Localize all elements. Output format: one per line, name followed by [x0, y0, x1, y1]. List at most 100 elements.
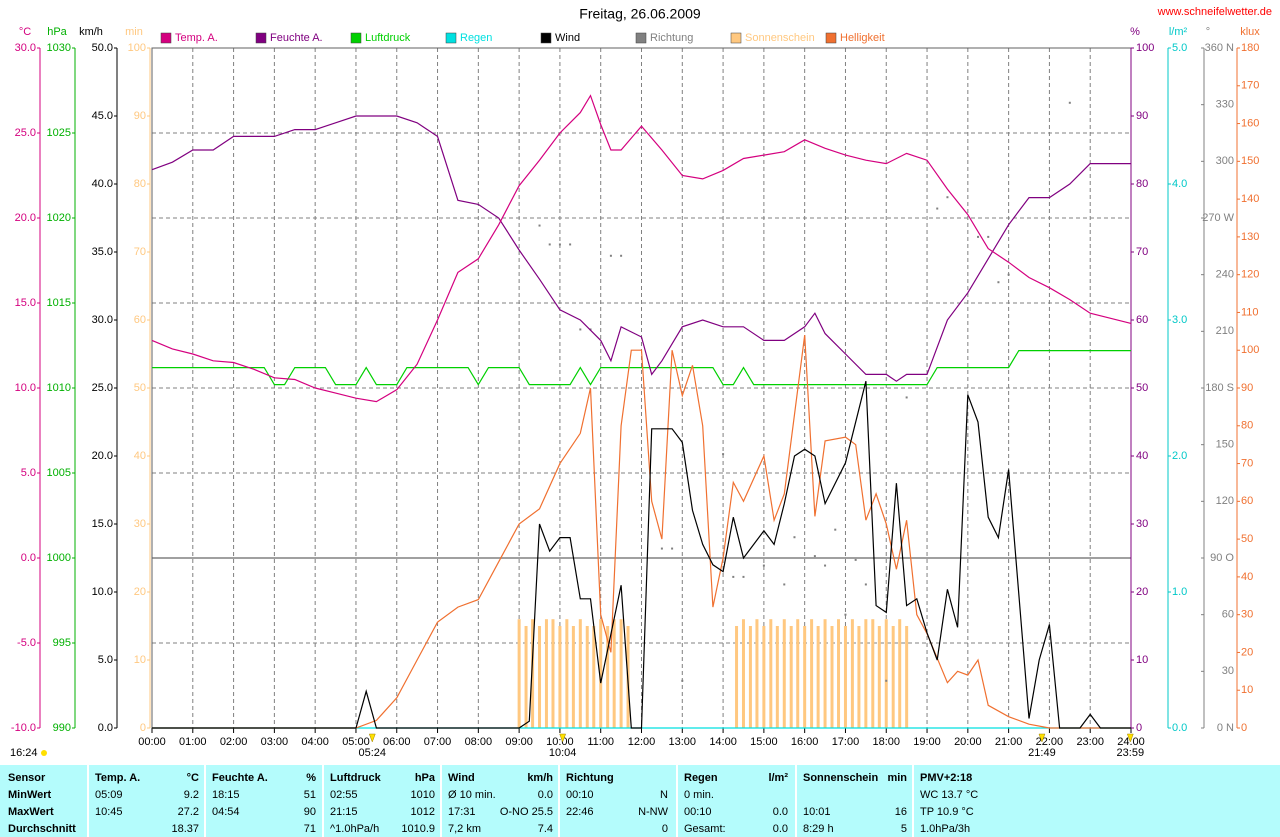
bar — [517, 619, 521, 728]
y-tick-label: 1020 — [47, 212, 71, 224]
table-cell: 7,2 km — [448, 823, 481, 835]
data-dot — [558, 243, 561, 246]
x-tick-label: 19:00 — [913, 736, 941, 748]
table-cell: 0.0 — [773, 823, 788, 835]
data-dot — [742, 575, 745, 578]
table-cell: 71 — [304, 823, 316, 835]
data-dot — [620, 254, 623, 257]
bar — [565, 619, 569, 728]
y-tick-label: 160 — [1241, 117, 1259, 129]
y-tick-label: 0 N — [1217, 722, 1234, 734]
axis-unit: klux — [1240, 26, 1260, 38]
y-tick-label: 0.0 — [98, 722, 113, 734]
y-tick-label: 10 — [1136, 654, 1148, 666]
axis-unit: ° — [1206, 26, 1210, 38]
table-cell: Durchschnitt — [8, 823, 76, 835]
bar — [571, 626, 575, 728]
table-background — [0, 765, 1280, 837]
data-dot — [579, 328, 582, 331]
y-tick-label: 50.0 — [92, 42, 113, 54]
y-tick-label: 50 — [134, 382, 146, 394]
table-cell: O-NO 25.5 — [500, 806, 553, 818]
table-cell: 5 — [901, 823, 907, 835]
y-tick-label: 25.0 — [15, 127, 36, 139]
y-tick-label: 10.0 — [92, 586, 113, 598]
table-cell: N — [660, 789, 668, 801]
legend-label: Temp. A. — [175, 32, 218, 44]
x-tick-label: 17:00 — [832, 736, 860, 748]
table-cell: PMV+2:18 — [920, 772, 972, 784]
bar — [748, 626, 752, 728]
y-tick-label: 120 — [1216, 495, 1234, 507]
data-dot — [671, 547, 674, 550]
y-tick-label: 15.0 — [15, 297, 36, 309]
table-cell: 1010 — [411, 789, 435, 801]
y-tick-label: 0 — [140, 722, 146, 734]
y-tick-label: 270 W — [1202, 212, 1234, 224]
table-cell: MaxWert — [8, 806, 54, 818]
table-cell: N-NW — [638, 806, 669, 818]
legend-label: Wind — [555, 32, 580, 44]
legend-swatch — [350, 32, 362, 44]
data-dot — [977, 235, 980, 238]
y-tick-label: 30 — [1136, 518, 1148, 530]
y-tick-label: 20.0 — [92, 450, 113, 462]
marker-label: 10:04 — [549, 747, 577, 759]
y-tick-label: 0 — [1136, 722, 1142, 734]
table-cell: 0.0 — [538, 789, 553, 801]
legend-swatch — [160, 32, 172, 44]
y-tick-label: 30.0 — [92, 314, 113, 326]
bar — [803, 626, 807, 728]
x-tick-label: 18:00 — [872, 736, 900, 748]
bar — [599, 619, 603, 728]
y-tick-label: 40 — [1241, 571, 1253, 583]
table-cell: Richtung — [566, 772, 614, 784]
table-cell: Sonnenschein — [803, 772, 878, 784]
x-tick-label: 13:00 — [669, 736, 697, 748]
bar — [898, 619, 902, 728]
y-tick-label: 1.0 — [1172, 586, 1187, 598]
bar — [769, 619, 773, 728]
bar — [816, 626, 820, 728]
y-tick-label: 70 — [1241, 457, 1253, 469]
y-tick-label: 10 — [134, 654, 146, 666]
table-cell: 04:54 — [212, 806, 240, 818]
table-cell: MinWert — [8, 789, 52, 801]
table-cell: 05:09 — [95, 789, 123, 801]
data-dot — [722, 453, 725, 456]
y-tick-label: 10 — [1241, 684, 1253, 696]
sun-icon — [41, 750, 47, 756]
bar — [578, 619, 582, 728]
y-tick-label: 40.0 — [92, 178, 113, 190]
y-tick-label: 60 — [134, 314, 146, 326]
y-tick-label: 100 — [1241, 344, 1259, 356]
x-tick-label: 09:00 — [505, 736, 533, 748]
marker-label: 05:24 — [359, 747, 387, 759]
legend-label: Richtung — [650, 32, 693, 44]
y-tick-label: 1005 — [47, 467, 71, 479]
data-dot — [681, 679, 684, 682]
y-tick-label: 0.0 — [1172, 722, 1187, 734]
bar — [544, 619, 548, 728]
y-tick-label: 70 — [1136, 246, 1148, 258]
bar — [871, 619, 875, 728]
bar — [538, 626, 542, 728]
table-cell: l/m² — [768, 772, 788, 784]
table-cell: 7.4 — [538, 823, 553, 835]
y-tick-label: 10.0 — [15, 382, 36, 394]
table-cell: 9.2 — [184, 789, 199, 801]
table-cell: 10:45 — [95, 806, 123, 818]
data-dot — [864, 583, 867, 586]
marker-label: 21:49 — [1028, 747, 1056, 759]
table-cell: 1012 — [411, 806, 435, 818]
bar — [558, 626, 562, 728]
table-cell: 90 — [304, 806, 316, 818]
legend-label: Luftdruck — [365, 32, 411, 44]
data-dot — [569, 243, 572, 246]
axis-unit: km/h — [79, 26, 103, 38]
axis-unit: % — [1130, 26, 1140, 38]
table-cell: Sensor — [8, 772, 46, 784]
y-tick-label: 30.0 — [15, 42, 36, 54]
y-tick-label: 130 — [1241, 231, 1259, 243]
x-tick-label: 11:00 — [587, 736, 614, 748]
